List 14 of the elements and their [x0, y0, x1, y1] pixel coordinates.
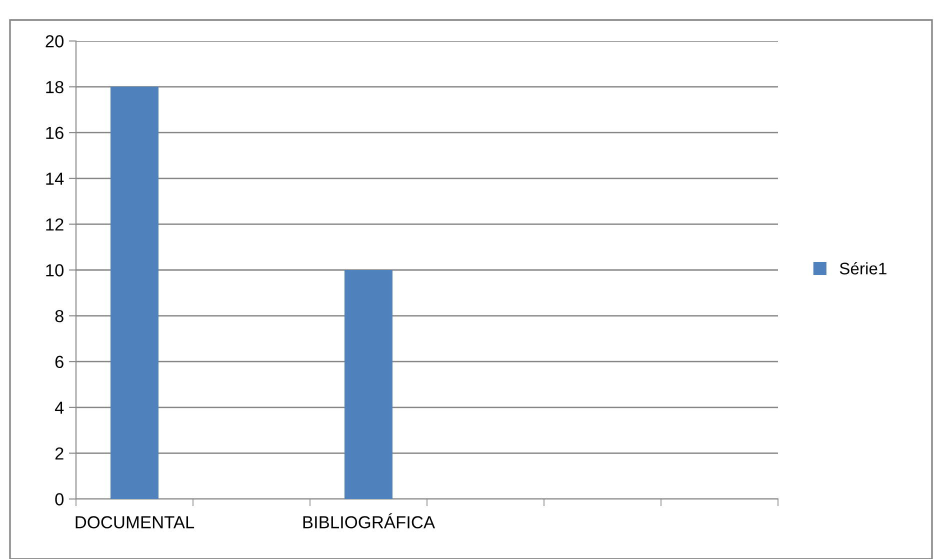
y-tick-label: 10 — [46, 264, 64, 276]
y-tick-label: 0 — [55, 493, 64, 506]
y-tick-label: 14 — [46, 172, 64, 185]
y-tick-label: 16 — [46, 126, 64, 140]
y-tick-label: 6 — [55, 356, 64, 368]
x-tick-label: BIBLIOGRÁFICA — [303, 513, 436, 528]
y-tick-label: 20 — [46, 35, 64, 48]
y-tick-label: 8 — [55, 310, 64, 322]
x-tick-label: DOCUMENTAL — [76, 516, 194, 528]
legend-label: Série1 — [840, 262, 886, 274]
y-tick-label: 4 — [54, 402, 64, 414]
y-tick-label: 12 — [46, 218, 64, 230]
y-tick-label: 18 — [46, 80, 64, 94]
y-tick-label: 2 — [55, 447, 64, 460]
